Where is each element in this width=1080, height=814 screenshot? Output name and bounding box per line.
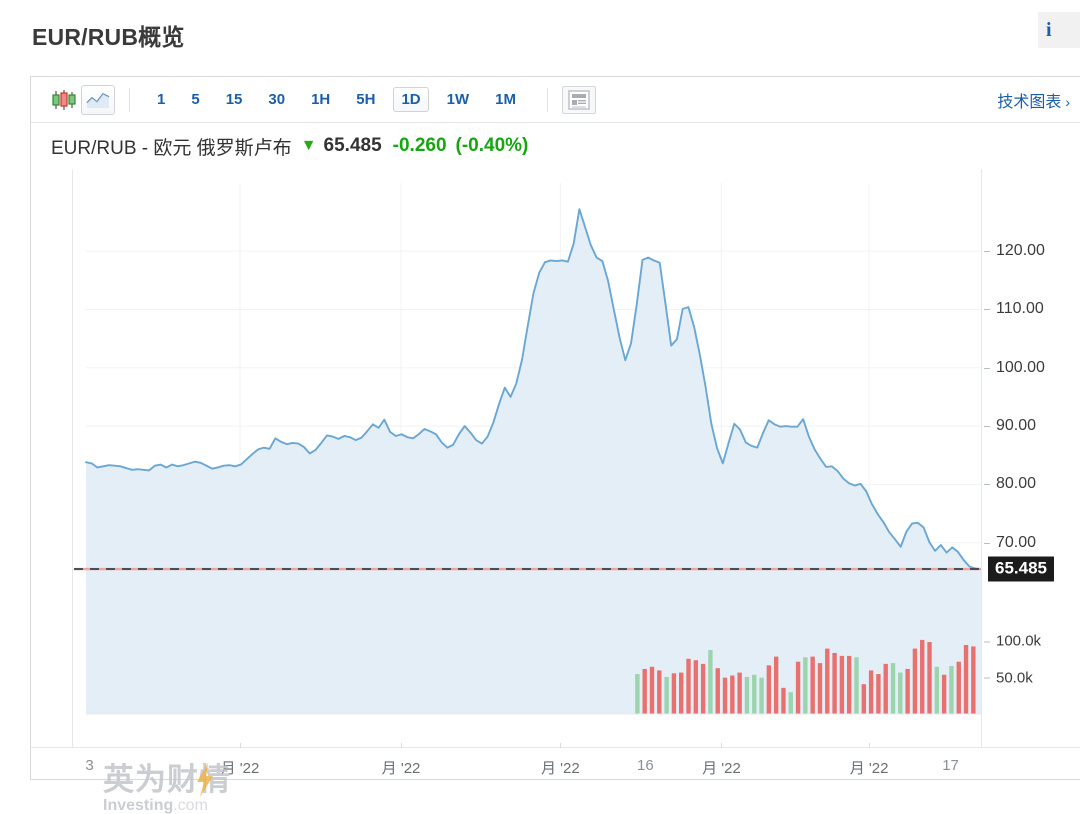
time-axis-tick: 月 '22	[381, 760, 421, 777]
time-axis-tickmark	[869, 743, 871, 748]
current-price-badge: 65.485	[988, 556, 1054, 582]
timeframe-1[interactable]: 1	[157, 91, 166, 108]
top-right-partial-control[interactable]: i	[1038, 12, 1080, 48]
candlestick-chart-icon[interactable]	[47, 85, 81, 115]
price-axis-tick: 90.00	[983, 417, 1037, 435]
price-axis-tick: 100.00	[984, 358, 1045, 376]
price-down-arrow-icon: ▼	[300, 137, 317, 154]
quote-header: EUR/RUB - 欧元 俄罗斯卢布 ▼ 65.485 -0.260 (-0.4…	[31, 123, 1080, 169]
time-axis-tickmark	[239, 743, 241, 748]
volume-axis-tick: 100.0k	[983, 632, 1042, 650]
quote-symbol: EUR/RUB - 欧元 俄罗斯卢布	[51, 137, 292, 159]
timeframe-1w[interactable]: 1W	[446, 91, 470, 108]
timeframe-30[interactable]: 30	[268, 91, 286, 108]
timeframe-1d[interactable]: 1D	[393, 87, 429, 112]
price-axis-tick: 120.00	[984, 242, 1045, 260]
time-axis-tickmark	[560, 743, 562, 748]
time-axis-tick: 月 '22	[702, 760, 741, 777]
chart-widget: 1 5 15 30 1H 5H 1D 1W 1M 技术图表 › EUR/RUB -…	[30, 76, 1080, 814]
price-axis-tick: 110.00	[984, 300, 1044, 318]
timeframe-1h[interactable]: 1H	[311, 91, 331, 108]
timeframe-5[interactable]: 5	[191, 91, 200, 108]
price-and-volume-svg	[74, 183, 981, 715]
price-axis: 120.00 110.00 100.00 90.00 80.00 70.00 65.485 1…	[981, 169, 1080, 747]
news-panel-icon[interactable]	[561, 85, 596, 114]
time-axis-tick: 月 '22	[540, 760, 580, 777]
toolbar-divider-2	[546, 87, 548, 112]
page-title: EUR/RUB概览	[32, 24, 185, 50]
timeframe-15[interactable]: 15	[225, 91, 243, 108]
price-axis-tick: 70.00	[983, 533, 1037, 551]
chevron-right-icon: ›	[1065, 93, 1070, 110]
line-chart-icon[interactable]	[81, 84, 115, 115]
time-axis-tick: 月 '22	[220, 760, 260, 777]
quote-change-percent: (-0.40%)	[455, 135, 529, 156]
quote-last-price: 65.485	[323, 135, 382, 156]
price-axis-tick: 80.00	[983, 475, 1037, 493]
technical-chart-link[interactable]: 技术图表 ›	[997, 88, 1070, 112]
quote-change: -0.260	[392, 135, 447, 156]
time-axis-tick: 16	[637, 757, 654, 774]
technical-chart-label: 技术图表	[997, 93, 1062, 111]
volume-axis-tick: 50.0k	[984, 669, 1033, 687]
chart-plot-area[interactable]: 120.00 110.00 100.00 90.00 80.00 70.00 65.485 1…	[31, 169, 1080, 814]
plot-left-border	[72, 170, 73, 748]
watermark-en: Investing.com	[103, 797, 208, 814]
time-axis: 3 月 '22 月 '22 月 '22 16 月 '22 月 '22 17	[31, 170, 1080, 781]
time-axis-tick: 3	[85, 757, 94, 774]
chart-toolbar: 1 5 15 30 1H 5H 1D 1W 1M 技术图表 ›	[31, 77, 1080, 123]
time-axis-tick: 17	[942, 757, 959, 774]
chart-canvas	[31, 169, 981, 747]
time-axis-tickmark	[401, 743, 403, 748]
time-axis-tick: 月 '22	[849, 760, 889, 777]
timeframe-5h[interactable]: 5H	[356, 91, 376, 108]
timeframe-1m[interactable]: 1M	[495, 91, 516, 108]
time-axis-tickmark	[721, 743, 723, 748]
toolbar-divider-1	[129, 87, 130, 112]
